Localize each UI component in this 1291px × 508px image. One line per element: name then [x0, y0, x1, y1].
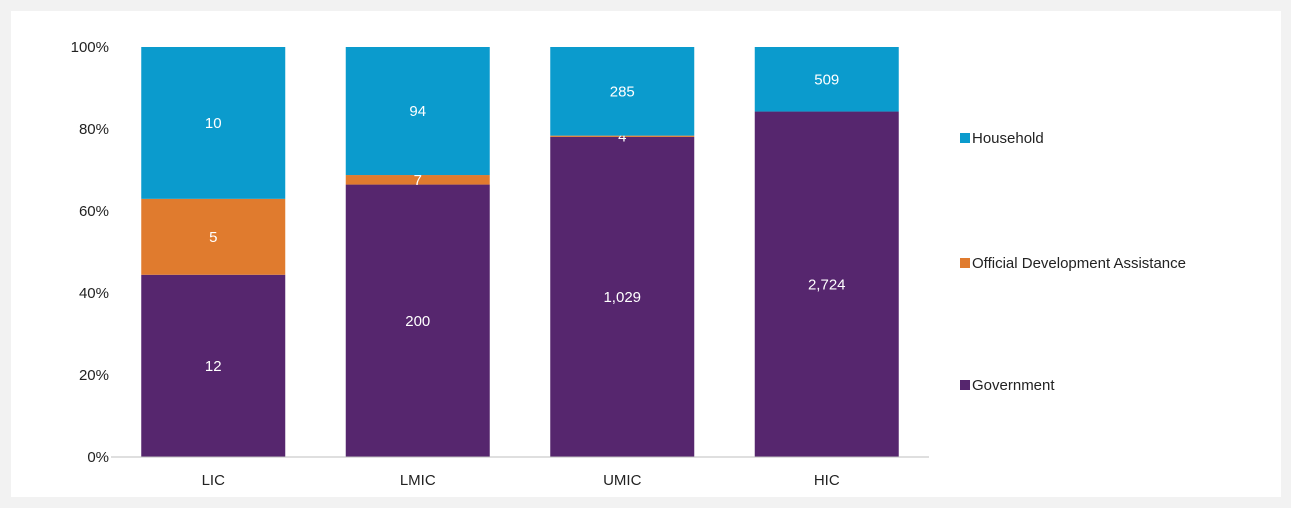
data-label: 4 — [618, 128, 626, 145]
y-tick-label: 40% — [79, 285, 109, 302]
legend-item: Government — [960, 377, 1055, 394]
legend-label: Official Development Assistance — [972, 255, 1186, 272]
legend-swatch — [960, 380, 970, 390]
bar-segment — [141, 47, 286, 199]
y-tick-label: 60% — [79, 203, 109, 220]
bar-segment — [550, 136, 695, 457]
x-axis: LIC LMIC UMIC HIC — [202, 472, 840, 489]
legend-item: Official Development Assistance — [960, 255, 1186, 272]
data-label: 94 — [409, 103, 426, 120]
x-category-label: LIC — [202, 472, 226, 489]
legend-swatch — [960, 258, 970, 268]
data-label: 7 — [414, 172, 422, 189]
y-axis: 0% 20% 40% 60% 80% 100% — [71, 39, 109, 466]
bar-segment — [754, 111, 899, 457]
data-label: 10 — [205, 115, 222, 132]
bar-segment — [141, 198, 286, 275]
bars: 12 5 10 200 7 94 1,029 4 285 2,724 509 — [141, 47, 899, 457]
x-category-label: LMIC — [400, 472, 436, 489]
data-label: 2,724 — [808, 276, 846, 293]
legend-label: Household — [972, 130, 1044, 147]
data-label: 5 — [209, 229, 217, 246]
x-category-label: HIC — [814, 472, 840, 489]
y-tick-label: 0% — [87, 449, 109, 466]
bar-segment — [550, 47, 695, 136]
data-label: 12 — [205, 358, 222, 375]
data-label: 285 — [610, 83, 635, 100]
data-label: 509 — [814, 71, 839, 88]
bar-segment — [754, 47, 899, 112]
legend-item: Household — [960, 130, 1044, 147]
legend-swatch — [960, 133, 970, 143]
y-tick-label: 20% — [79, 367, 109, 384]
legend: Household Official Development Assistance… — [960, 130, 1186, 394]
data-label: 200 — [405, 313, 430, 330]
chart-card: 0% 20% 40% 60% 80% 100% 12 5 10 200 7 94 1,029 4 285 2… — [11, 11, 1281, 497]
bar-segment — [345, 47, 490, 176]
y-tick-label: 100% — [71, 39, 109, 56]
bar-segment — [141, 274, 286, 457]
bar-segment — [345, 175, 490, 185]
stacked-bar-chart: 0% 20% 40% 60% 80% 100% 12 5 10 200 7 94 1,029 4 285 2… — [71, 39, 1186, 489]
bar-segment — [345, 184, 490, 457]
y-tick-label: 80% — [79, 121, 109, 138]
legend-label: Government — [972, 377, 1055, 394]
bar-segment — [550, 135, 695, 137]
data-label: 1,029 — [603, 289, 641, 306]
x-category-label: UMIC — [603, 472, 641, 489]
